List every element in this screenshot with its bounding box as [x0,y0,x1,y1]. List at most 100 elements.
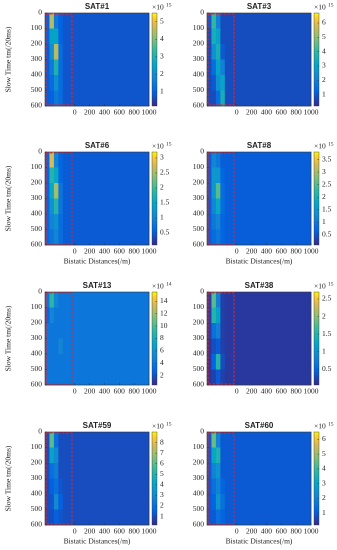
heatmap-cell [62,509,150,526]
heatmap-cell [224,307,312,324]
colorbar-exponent: ×10 [152,3,164,12]
x-tick-label: 800 [129,247,141,256]
heatmap-cell [45,292,50,308]
x-tick-label: 600 [114,108,126,117]
colorbar-exponent-power: 15 [166,421,172,427]
x-tick-label: 200 [84,387,96,396]
heatmap-cell [211,44,217,60]
heatmap-cell [62,28,150,45]
colorbar-tick-label: 1.5 [160,198,170,207]
heatmap-cell [207,152,212,168]
x-tick-label: 1000 [304,247,319,256]
heatmap-cell [211,13,217,29]
heatmap-cell [220,432,226,448]
heatmap-cell [224,354,312,370]
heatmap-cell [211,447,217,464]
y-tick-label: 0 [38,287,42,296]
heatmap-cell [58,198,64,215]
y-tick-label: 100 [193,162,205,171]
heatmap-cell [58,494,64,510]
heatmap-cell [45,307,50,324]
heatmap-cell [211,509,217,526]
heatmap-cell [49,369,55,386]
heatmap-cell [62,307,150,324]
colorbar-tick-label: 10 [160,321,168,330]
heatmap-cell [220,494,226,510]
colorbar [151,12,158,107]
colorbar-tick-label: 0.5 [322,364,332,373]
y-tick-label: 600 [193,101,205,110]
heatmap-cell [207,323,212,339]
heatmap-cell [207,354,212,370]
heatmap-cell [62,338,150,355]
x-tick-label: 0 [235,527,239,536]
x-tick-label: 0 [73,247,77,256]
heatmap-cell [49,307,55,324]
heatmap-cell [62,13,150,29]
heatmap-cell [53,494,59,510]
heatmap-cell [62,90,150,107]
subplot: SAT#80 200 400 600 800 1000010020030040050060… [193,141,334,266]
heatmap-cell [49,44,55,60]
x-tick-label: 800 [129,527,141,536]
heatmap-cell [211,323,217,339]
heatmap-cell [62,463,150,479]
heatmap-cell [215,183,221,199]
heatmap-cell [53,198,59,215]
heatmap-cell [215,292,221,308]
heatmap-cell [45,369,50,386]
heatmap-cell [220,75,226,91]
heatmap-cell [220,509,226,526]
heatmap-cell [53,292,59,308]
heatmap-cell [220,478,226,495]
heatmap-cell [58,323,64,339]
subplot-title: SAT#38 [245,281,274,290]
heatmap-cell [224,478,312,495]
y-tick-label: 600 [31,520,43,529]
x-tick-label: 1000 [142,527,157,536]
heatmap-cell [224,198,312,215]
colorbar-tick-label: 1 [160,511,164,520]
y-tick-label: 300 [31,54,43,63]
x-tick-label: 800 [129,108,141,117]
heatmap-cell [224,509,312,526]
colorbar-exponent-power: 15 [166,141,172,147]
heatmap-cell [207,59,212,76]
heatmap-cell [45,354,50,370]
heatmap-cell [215,229,221,246]
colorbar-exponent: ×10 [314,142,326,151]
subplot-title: SAT#6 [85,141,110,150]
heatmap-cell [211,152,217,168]
colorbar-tick-label: 3 [322,478,326,487]
x-tick-label: 1000 [304,527,319,536]
y-tick-label: 200 [31,458,43,467]
y-tick-label: 500 [31,364,43,373]
heatmap-cell [45,44,50,60]
x-tick-label: 200 [246,527,258,536]
heatmap-cell [224,229,312,246]
colorbar-tick-label: 3 [322,61,326,70]
y-tick-label: 0 [200,427,204,436]
colorbar-tick-label: 3 [160,490,164,499]
heatmap-cell [45,75,50,91]
heatmap-cell [58,463,64,479]
heatmap-cell [224,28,312,45]
colorbar-tick-label: 1 [322,346,326,355]
y-tick-label: 0 [200,287,204,296]
heatmap-cell [211,59,217,76]
heatmap-cell [215,90,221,107]
y-tick-label: 600 [193,380,205,389]
subplot-title: SAT#1 [85,2,110,11]
heatmap-cell [224,44,312,60]
heatmap-cell [207,28,212,45]
heatmap-cell [49,494,55,510]
colorbar-tick-label: 3.5 [322,154,332,163]
heatmap-cell [220,198,226,215]
y-tick-label: 0 [38,147,42,156]
colorbar-tick-label: 3 [160,153,164,162]
heatmap-cell [224,214,312,230]
heatmap-cell [224,183,312,199]
colorbar [313,151,320,246]
x-tick-label: 1000 [304,387,319,396]
heatmap-cell [53,338,59,355]
